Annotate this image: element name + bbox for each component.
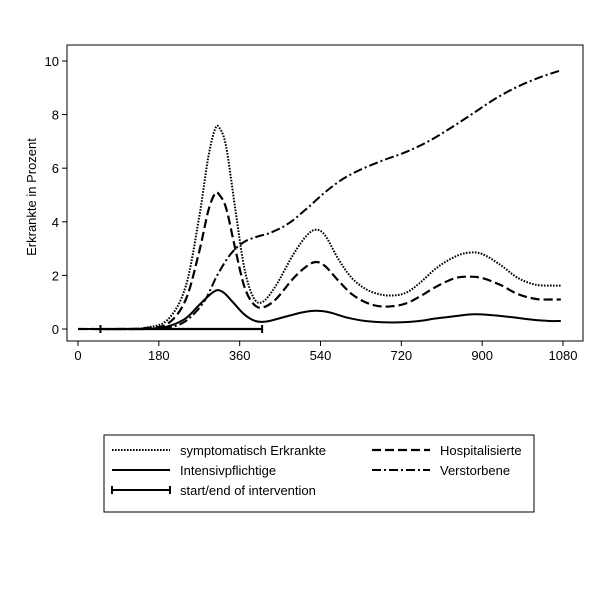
x-tick-label: 0 [74, 348, 81, 363]
x-tick-label: 360 [229, 348, 251, 363]
y-tick-label: 0 [52, 322, 59, 337]
legend-label-symptomatisch-erkrankte: symptomatisch Erkrankte [180, 443, 326, 458]
x-tick-label: 900 [471, 348, 493, 363]
y-tick-label: 6 [52, 161, 59, 176]
series-hospitalisierte [77, 191, 561, 331]
x-tick-label: 540 [310, 348, 332, 363]
series-symptomatisch-erkrankte [77, 124, 561, 331]
legend-label-start-end-of-intervention: start/end of intervention [180, 483, 316, 498]
legend-label-hospitalisierte: Hospitalisierte [440, 443, 522, 458]
series-verstorbene [77, 69, 562, 331]
series-intensivpflichtige [78, 289, 561, 331]
y-tick-label: 8 [52, 108, 59, 123]
x-tick-label: 1080 [549, 348, 578, 363]
legend-label-verstorbene: Verstorbene [440, 463, 510, 478]
y-tick-label: 4 [52, 215, 59, 230]
x-axis: 0 180 360 540 720 900 1080 [74, 341, 577, 363]
plot-frame [66, 44, 584, 342]
y-axis: 0 2 4 6 8 10 [45, 54, 67, 337]
series-layer [77, 69, 562, 333]
legend-label-intensivpflichtige: Intensivpflichtige [180, 463, 276, 478]
x-tick-label: 180 [148, 348, 170, 363]
x-tick-label: 720 [390, 348, 412, 363]
legend-box [103, 434, 535, 513]
y-tick-label: 10 [45, 54, 59, 69]
legend: symptomatisch Erkrankte Hospitalisierte In… [111, 443, 522, 498]
y-tick-label: 2 [52, 268, 59, 283]
y-axis-label: Erkrankte in Prozent [24, 138, 39, 256]
